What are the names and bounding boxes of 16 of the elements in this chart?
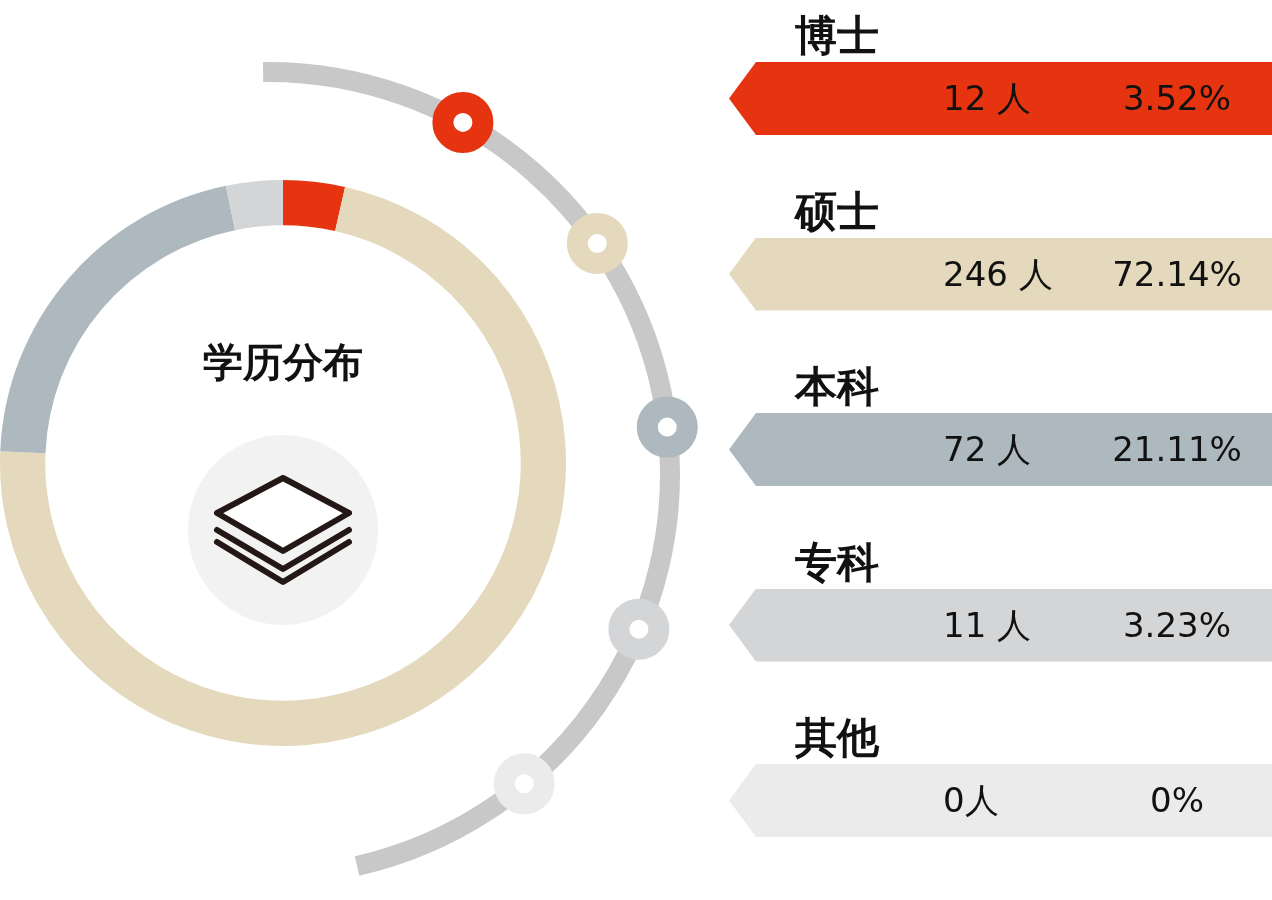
text: 72.14% xyxy=(1111,252,1243,296)
text: 学历分布 xyxy=(202,339,364,385)
category-label: 硕士 xyxy=(795,186,879,236)
data-label: 12 人 xyxy=(943,77,1032,120)
data-label: 0人 xyxy=(943,779,999,822)
text: 0% xyxy=(1149,779,1205,822)
data-label: 72 人 xyxy=(943,428,1032,471)
category-label: 专科 xyxy=(795,537,879,587)
data-label: 11 人 xyxy=(943,603,1032,647)
category-label: 本科 xyxy=(795,362,879,411)
data-label: 246 人 xyxy=(943,252,1053,296)
category-label: 其他 xyxy=(795,713,879,762)
text: 21.11% xyxy=(1111,428,1243,471)
text: 3.23% xyxy=(1122,603,1232,647)
text: 3.52% xyxy=(1122,77,1232,120)
category-label: 博士 xyxy=(795,11,879,60)
